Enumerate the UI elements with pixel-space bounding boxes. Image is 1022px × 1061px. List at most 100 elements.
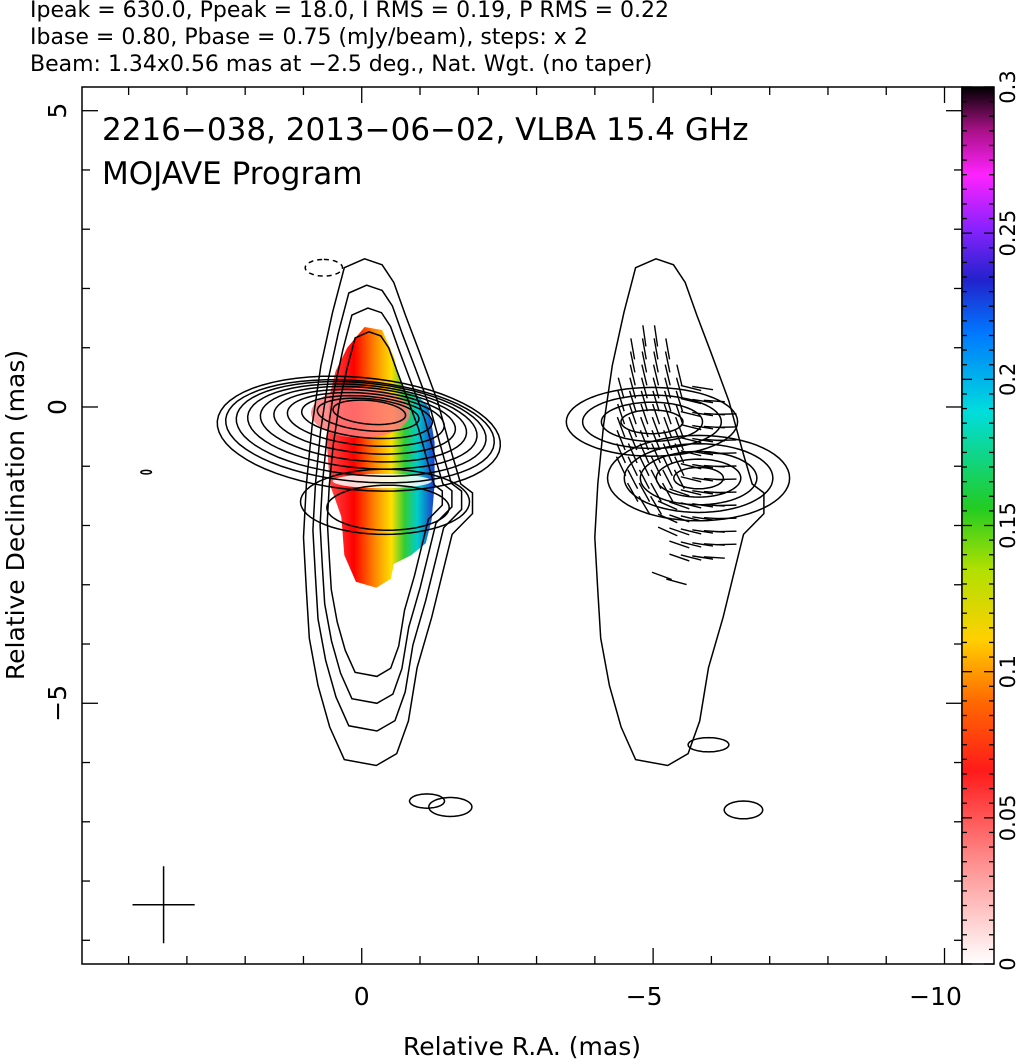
evpa-vector <box>666 578 687 586</box>
evpa-vector <box>651 416 661 438</box>
evpa-vector <box>662 469 674 490</box>
evpa-vector <box>617 377 625 399</box>
evpa-vector <box>616 430 626 451</box>
colorbar-tick-label: 0.05 <box>996 794 1020 841</box>
evpa-vector <box>657 500 678 511</box>
evpa-vector <box>692 398 714 404</box>
evpa-vector <box>641 338 647 360</box>
x-axis-ticks <box>127 87 946 964</box>
evpa-vector <box>642 325 647 347</box>
evpa-vector <box>692 411 714 417</box>
evpa-vector <box>674 443 685 464</box>
colorbar-tick-label: 0.3 <box>996 70 1020 103</box>
evpa-vector <box>650 469 662 490</box>
evpa-vector <box>664 351 671 373</box>
evpa-vector <box>628 430 638 451</box>
evpa-vector <box>627 456 638 477</box>
evpa-vector <box>662 443 673 464</box>
knot-contour <box>326 484 450 531</box>
core-contour <box>235 380 487 477</box>
evpa-vector <box>653 325 659 347</box>
small-contour <box>723 800 764 820</box>
evpa-vector <box>675 390 684 412</box>
evpa-vector <box>616 416 626 438</box>
evpa-vector <box>680 502 702 509</box>
evpa-vector <box>630 338 636 360</box>
outer-contour <box>302 257 474 767</box>
evpa-vector <box>652 377 660 399</box>
evpa-vector <box>649 495 663 515</box>
plot-subtitle: MOJAVE Program <box>102 156 362 192</box>
pol-contour <box>673 466 725 490</box>
evpa-vector <box>638 469 650 490</box>
evpa-vector <box>663 403 672 425</box>
evpa-vector <box>657 513 678 524</box>
polarization-vectors <box>615 325 737 586</box>
evpa-vector <box>664 364 671 386</box>
colorbar-ticks <box>962 86 994 965</box>
evpa-vector <box>692 503 714 508</box>
evpa-vector <box>651 571 672 581</box>
knot-contour <box>299 468 471 536</box>
pol-contour <box>623 442 774 514</box>
small-contour <box>428 796 473 818</box>
evpa-vector <box>692 424 714 430</box>
evpa-vector <box>703 399 725 403</box>
evpa-vector <box>669 514 690 523</box>
evpa-vector <box>661 482 674 502</box>
evpa-vector <box>652 364 660 386</box>
evpa-vector <box>650 456 662 477</box>
pol-contour <box>620 409 684 435</box>
evpa-vector <box>692 542 714 547</box>
evpa-vector <box>662 456 673 477</box>
evpa-vector <box>650 482 662 502</box>
evpa-vector <box>664 377 672 399</box>
evpa-vector <box>680 423 702 431</box>
colorbar-tick-label: 0.1 <box>996 655 1020 688</box>
evpa-vector <box>640 403 649 425</box>
evpa-vector <box>669 553 690 562</box>
evpa-vector <box>692 490 714 495</box>
polarization-fraction-gap <box>332 473 432 489</box>
evpa-vector <box>692 555 714 560</box>
evpa-vector <box>628 416 638 438</box>
evpa-vector <box>669 540 690 549</box>
evpa-vector <box>680 554 702 561</box>
y-axis-label: Relative Declination (mas) <box>1 350 30 680</box>
negative-contour <box>304 258 344 277</box>
evpa-vector <box>680 476 702 483</box>
evpa-vector <box>657 526 678 537</box>
evpa-vector <box>663 416 673 438</box>
evpa-vector <box>615 456 627 477</box>
evpa-vector <box>675 403 684 425</box>
outer-contour <box>594 257 765 767</box>
small-contour <box>687 736 730 753</box>
colorbar-tick-label: 0.25 <box>996 210 1020 257</box>
evpa-vector <box>680 397 702 405</box>
evpa-vector <box>680 436 702 444</box>
colorbar-tick-label: 0 <box>996 957 1020 970</box>
evpa-vector <box>680 528 702 535</box>
evpa-vector <box>651 403 661 425</box>
evpa-vector <box>638 482 651 502</box>
evpa-vector <box>680 463 702 470</box>
x-axis-label: Relative R.A. (mas) <box>403 1032 641 1061</box>
pol-contour <box>565 386 739 457</box>
evpa-vector <box>692 463 714 469</box>
evpa-vector <box>692 450 714 456</box>
x-tick-label: −10 <box>909 982 962 1011</box>
jet-contour <box>326 330 444 678</box>
x-tick-labels: 0 −5 −10 <box>354 982 962 1011</box>
evpa-vector <box>641 351 648 373</box>
y-tick-labels: 5 0 −5 <box>43 103 72 722</box>
evpa-vector <box>628 390 637 412</box>
colorbar-tick-label: 0.2 <box>996 363 1020 396</box>
plot-frame <box>81 86 963 965</box>
jet-contour <box>312 284 463 732</box>
pol-contour <box>581 394 723 450</box>
evpa-vector <box>669 488 690 497</box>
intensity-contours <box>140 257 791 820</box>
evpa-vector <box>669 501 690 510</box>
evpa-vector <box>673 469 685 490</box>
core-contour <box>224 378 495 484</box>
